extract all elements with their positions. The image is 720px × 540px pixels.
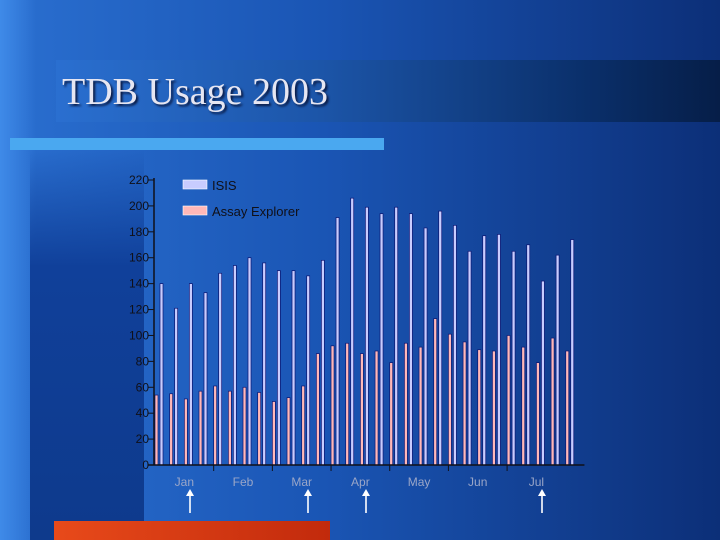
- bar-isis: [306, 275, 311, 466]
- x-tick-label: Jun: [468, 475, 487, 489]
- bar-isis: [482, 235, 487, 466]
- bar-isis: [570, 239, 575, 466]
- bar-assay-explorer: [345, 342, 350, 466]
- bar-assay-explorer: [183, 398, 188, 466]
- bar-assay-explorer: [316, 353, 320, 466]
- x-tick-label: Jan: [175, 475, 194, 489]
- y-tick-label: 100: [129, 328, 149, 342]
- bar-isis: [453, 224, 457, 466]
- y-tick-label: 20: [136, 432, 150, 446]
- y-tick-label: 120: [129, 303, 149, 317]
- bar-isis: [350, 197, 355, 466]
- bar-assay-explorer: [169, 393, 174, 466]
- bar-assay-explorer: [550, 337, 555, 466]
- bar-assay-explorer: [389, 362, 394, 466]
- up-arrow-icon: [538, 489, 547, 513]
- y-tick-label: 180: [129, 225, 149, 239]
- bar-isis: [541, 280, 545, 466]
- bar-assay-explorer: [477, 349, 482, 466]
- y-tick-label: 40: [136, 406, 150, 420]
- up-arrow-icon: [303, 489, 312, 513]
- bar-isis: [511, 250, 516, 466]
- bar-isis: [218, 272, 223, 466]
- x-tick-label: May: [408, 475, 431, 489]
- x-tick-label: Apr: [351, 475, 370, 489]
- bar-isis: [291, 270, 296, 466]
- y-tick-label: 60: [136, 380, 150, 394]
- bar-assay-explorer: [433, 318, 438, 466]
- bar-isis: [233, 265, 237, 466]
- bar-assay-explorer: [213, 385, 218, 466]
- footer-red-bar: [54, 521, 330, 540]
- y-tick-label: 200: [129, 199, 149, 213]
- bar-assay-explorer: [272, 401, 276, 466]
- bar-isis: [159, 283, 164, 466]
- bar-isis: [423, 227, 428, 466]
- x-tick-label: Jul: [529, 475, 544, 489]
- legend-label: Assay Explorer: [212, 204, 300, 219]
- bar-assay-explorer: [301, 385, 306, 466]
- bar-isis: [438, 210, 443, 466]
- slide-title: TDB Usage 2003: [62, 71, 328, 113]
- legend-swatch: [182, 205, 208, 216]
- y-tick-label: 80: [136, 354, 150, 368]
- bar-assay-explorer: [330, 345, 335, 466]
- bar-isis: [365, 206, 369, 466]
- y-tick-label: 140: [129, 277, 149, 291]
- bar-assay-explorer: [521, 346, 526, 466]
- bar-isis: [203, 292, 208, 466]
- bar-assay-explorer: [506, 335, 511, 466]
- bar-assay-explorer: [154, 394, 159, 466]
- bar-assay-explorer: [360, 353, 364, 466]
- bar-isis: [379, 213, 384, 466]
- bar-isis: [335, 217, 340, 466]
- bar-isis: [555, 254, 560, 466]
- bar-assay-explorer: [257, 392, 262, 466]
- y-tick-label: 160: [129, 251, 149, 265]
- bar-assay-explorer: [448, 333, 452, 466]
- bar-assay-explorer: [228, 390, 232, 466]
- y-tick-label: 0: [142, 458, 149, 472]
- bar-assay-explorer: [198, 390, 203, 466]
- legend-label: ISIS: [212, 178, 237, 193]
- bar-assay-explorer: [536, 362, 540, 466]
- bar-assay-explorer: [404, 342, 408, 466]
- bar-assay-explorer: [374, 350, 379, 466]
- title-band: [56, 60, 720, 122]
- bar-isis: [188, 283, 193, 466]
- bar-isis: [497, 234, 501, 466]
- bar-isis: [467, 250, 472, 466]
- side-panel: [30, 150, 144, 540]
- bar-assay-explorer: [462, 341, 467, 466]
- up-arrow-icon: [186, 489, 195, 513]
- legend-swatch: [182, 179, 208, 190]
- bar-assay-explorer: [286, 397, 291, 466]
- bar-isis: [174, 307, 179, 466]
- bar-assay-explorer: [565, 350, 570, 466]
- x-tick-label: Mar: [291, 475, 312, 489]
- bar-assay-explorer: [242, 386, 247, 466]
- accent-bar: [10, 138, 384, 150]
- bar-isis: [262, 262, 267, 466]
- bar-isis: [277, 270, 281, 466]
- bar-isis: [321, 259, 325, 466]
- bar-assay-explorer: [418, 346, 423, 466]
- bar-isis: [409, 213, 413, 466]
- up-arrow-icon: [362, 489, 371, 513]
- bar-isis: [247, 257, 252, 466]
- bar-isis: [394, 206, 399, 466]
- y-tick-label: 220: [129, 173, 149, 187]
- bar-isis: [526, 244, 531, 466]
- x-tick-label: Feb: [233, 475, 254, 489]
- bar-assay-explorer: [492, 350, 496, 466]
